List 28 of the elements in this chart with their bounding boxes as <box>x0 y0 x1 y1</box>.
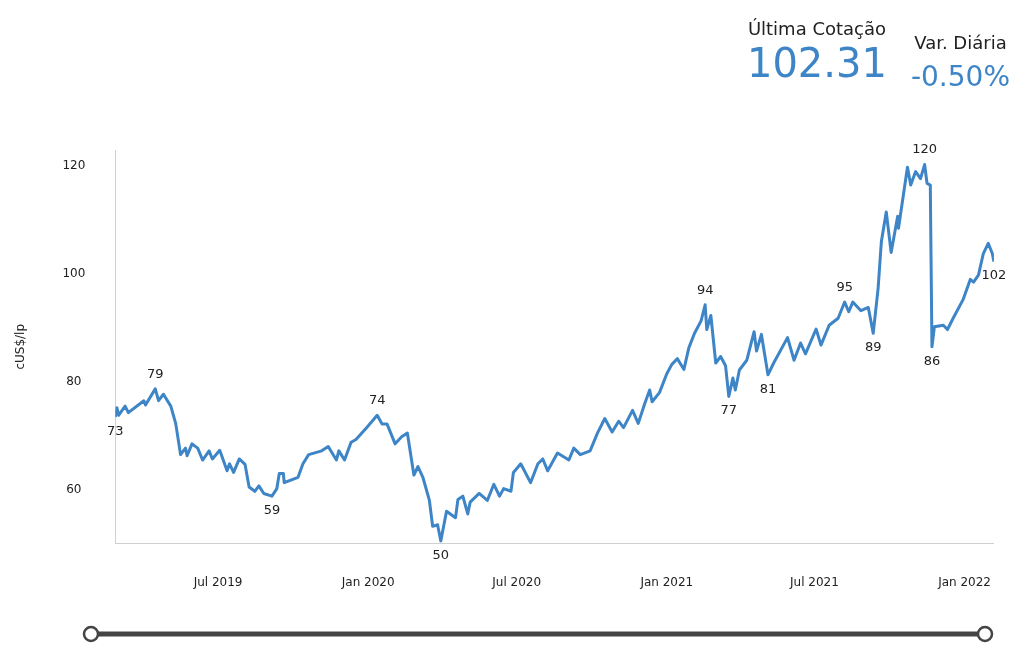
x-tick-label: Jan 2021 <box>639 574 694 589</box>
text: Última Cotação <box>746 18 887 39</box>
annotation: 50 <box>432 546 450 562</box>
annotation: 102 <box>981 267 1007 283</box>
y-tick-label: 100 <box>62 266 86 281</box>
y-tick-label: 120 <box>62 158 86 173</box>
annotation: 81 <box>759 380 777 396</box>
annotation: 77 <box>720 402 738 418</box>
x-tick-label: Jan 2022 <box>937 574 991 589</box>
y-axis-title: cUS$/lp <box>13 323 28 370</box>
annotation: 94 <box>696 281 714 297</box>
annotation: 86 <box>923 352 941 368</box>
annotation: 73 <box>107 422 124 438</box>
text: -0.50% <box>910 59 1010 95</box>
x-tick-label: Jul 2021 <box>789 574 839 589</box>
annotation: 74 <box>368 392 386 408</box>
annotation: 59 <box>263 502 281 518</box>
text: Var. Diária <box>913 32 1008 53</box>
annotation: 79 <box>147 365 164 381</box>
annotation: 120 <box>912 141 938 157</box>
x-tick-label: Jul 2020 <box>491 574 542 589</box>
y-tick-label: 60 <box>66 481 82 496</box>
annotation: 95 <box>836 278 853 294</box>
annotation: 89 <box>864 339 882 355</box>
y-tick-label: 80 <box>66 373 82 388</box>
x-tick-label: Jan 2020 <box>340 574 395 589</box>
x-tick-label: Jul 2019 <box>192 574 243 589</box>
text: 102.31 <box>746 39 887 87</box>
